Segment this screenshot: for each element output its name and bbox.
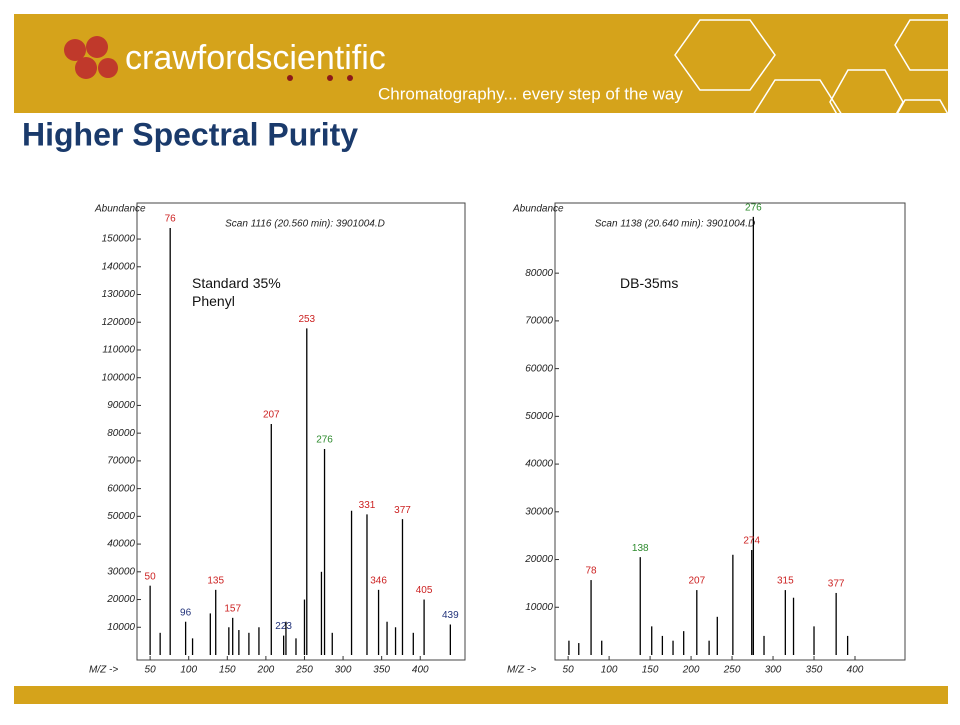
- y-tick-label: 60000: [107, 483, 135, 494]
- x-tick-label: 100: [180, 665, 197, 676]
- y-tick-label: 150000: [102, 234, 136, 245]
- y-tick-label: 30000: [107, 566, 135, 577]
- peak-label: 377: [828, 579, 845, 590]
- note-line: Phenyl: [192, 293, 235, 309]
- x-tick-label: 400: [847, 665, 864, 676]
- y-axis-label: Abundance: [94, 204, 146, 215]
- x-tick-label: 100: [601, 665, 618, 676]
- x-tick-label: 200: [257, 665, 275, 676]
- y-tick-label: 40000: [107, 539, 135, 550]
- slide-title: Higher Spectral Purity: [22, 116, 358, 152]
- peak-label: 223: [275, 621, 292, 632]
- peak-label: 135: [207, 575, 224, 586]
- x-axis-label: M/Z ->: [89, 665, 118, 676]
- y-tick-label: 70000: [525, 316, 553, 327]
- peak-label: 331: [359, 500, 376, 511]
- y-tick-label: 120000: [102, 317, 136, 328]
- y-tick-label: 50000: [107, 511, 135, 522]
- peak-label: 157: [224, 603, 241, 614]
- y-tick-label: 60000: [525, 363, 553, 374]
- peak-label: 76: [165, 214, 177, 225]
- chart-note: Standard 35% Phenyl: [192, 275, 281, 309]
- header-band: [14, 14, 948, 113]
- peak-label: 78: [586, 566, 598, 577]
- y-tick-label: 110000: [102, 345, 135, 356]
- peak-label: 276: [316, 435, 333, 446]
- y-tick-label: 30000: [525, 506, 553, 517]
- y-tick-label: 40000: [525, 459, 553, 470]
- y-tick-label: 140000: [102, 261, 136, 272]
- hexagons: [674, 19, 960, 311]
- x-tick-label: 200: [682, 665, 700, 676]
- y-tick-label: 80000: [107, 428, 135, 439]
- y-tick-label: 80000: [525, 268, 553, 279]
- chart-title: Scan 1138 (20.640 min): 3901004.D: [595, 219, 755, 230]
- chart-title: Scan 1116 (20.560 min): 3901004.D: [225, 219, 385, 230]
- y-tick-label: 90000: [107, 400, 135, 411]
- x-tick-label: 300: [765, 665, 782, 676]
- y-tick-label: 20000: [524, 554, 553, 565]
- peak-label: 439: [442, 610, 459, 621]
- tagline: Chromatography... every step of the way: [378, 84, 683, 103]
- peak-label: 315: [777, 576, 794, 587]
- y-tick-label: 100000: [102, 372, 136, 383]
- brand: crawfordscientific: [125, 39, 386, 77]
- y-tick-label: 130000: [102, 289, 136, 300]
- note-line: Standard 35%: [192, 275, 281, 291]
- y-tick-label: 20000: [106, 594, 135, 605]
- peak-label: 253: [298, 314, 315, 325]
- peak-label: 138: [632, 543, 649, 554]
- plot-frame: [136, 202, 466, 661]
- peak-label: 96: [180, 607, 192, 618]
- x-tick-label: 250: [723, 665, 741, 676]
- peak-label: 377: [394, 505, 411, 516]
- plot-frame: [554, 202, 906, 661]
- y-tick-label: 10000: [107, 622, 135, 633]
- brand-dots: [287, 75, 353, 81]
- peak-label: 346: [370, 575, 387, 586]
- x-tick-label: 350: [806, 665, 823, 676]
- logo-mark: [64, 36, 118, 79]
- x-tick-label: 150: [642, 665, 659, 676]
- chart-note: DB-35ms: [620, 275, 678, 291]
- peak-label: 207: [263, 410, 280, 421]
- y-tick-label: 70000: [107, 456, 135, 467]
- x-tick-label: 50: [145, 665, 157, 676]
- x-tick-label: 350: [373, 665, 390, 676]
- x-tick-label: 150: [219, 665, 236, 676]
- peak-label: 207: [688, 576, 705, 587]
- x-axis-label: M/Z ->: [507, 665, 536, 676]
- footer-band: [14, 686, 948, 704]
- y-tick-label: 10000: [525, 602, 553, 613]
- x-tick-label: 400: [412, 665, 429, 676]
- x-tick-label: 300: [335, 665, 352, 676]
- peak-label: 276: [745, 202, 762, 213]
- note-line: DB-35ms: [620, 275, 678, 291]
- x-tick-label: 50: [563, 665, 575, 676]
- x-tick-label: 250: [295, 665, 313, 676]
- peak-label: 274: [743, 536, 760, 547]
- peak-label: 50: [145, 571, 157, 582]
- y-axis-label: Abundance: [512, 204, 564, 215]
- y-tick-label: 50000: [525, 411, 553, 422]
- peak-label: 405: [416, 585, 433, 596]
